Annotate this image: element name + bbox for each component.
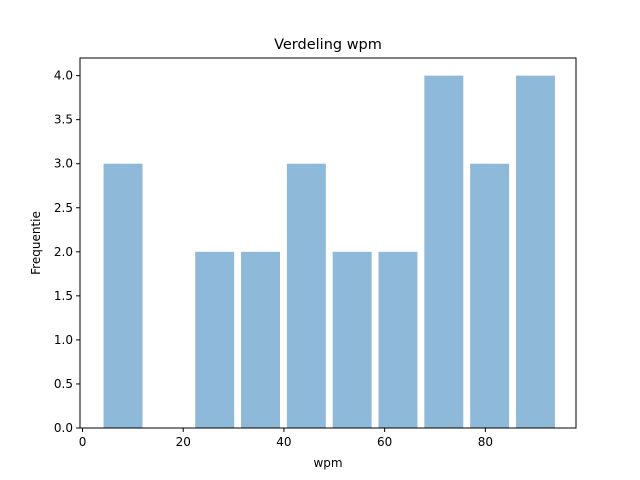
histogram-bar xyxy=(195,251,235,428)
y-tick-label: 1.5 xyxy=(54,289,73,303)
histogram-bar xyxy=(286,163,326,428)
y-tick-label: 3.5 xyxy=(54,113,73,127)
x-tick-label: 0 xyxy=(79,435,87,449)
bars-group xyxy=(103,75,555,428)
histogram-bar xyxy=(103,163,143,428)
y-axis-label: Frequentie xyxy=(29,211,43,275)
y-tick-label: 0.5 xyxy=(54,377,73,391)
axes-frame xyxy=(79,57,577,429)
x-tick-label: 60 xyxy=(377,435,392,449)
chart-title: Verdeling wpm xyxy=(274,37,382,53)
histogram-bar xyxy=(515,75,555,428)
histogram-bar xyxy=(378,251,418,428)
y-axis-ticks: 0.0 0.5 1.0 1.5 2.0 2.5 3.0 3.5 4.0 xyxy=(54,69,80,435)
histogram-bar xyxy=(241,251,280,428)
x-axis-ticks: 0 20 40 60 80 xyxy=(79,428,493,449)
y-tick-label: 3.0 xyxy=(54,157,73,171)
y-tick-label: 4.0 xyxy=(54,69,73,83)
x-tick-label: 80 xyxy=(478,435,493,449)
histogram-bar xyxy=(470,163,510,428)
y-tick-label: 0.0 xyxy=(54,421,73,435)
x-tick-label: 40 xyxy=(276,435,291,449)
x-tick-label: 20 xyxy=(176,435,191,449)
x-axis-label: wpm xyxy=(313,456,342,470)
histogram-bar xyxy=(332,251,372,428)
y-tick-label: 1.0 xyxy=(54,333,73,347)
histogram-bar xyxy=(424,75,464,428)
y-tick-label: 2.0 xyxy=(54,245,73,259)
y-tick-label: 2.5 xyxy=(54,201,73,215)
